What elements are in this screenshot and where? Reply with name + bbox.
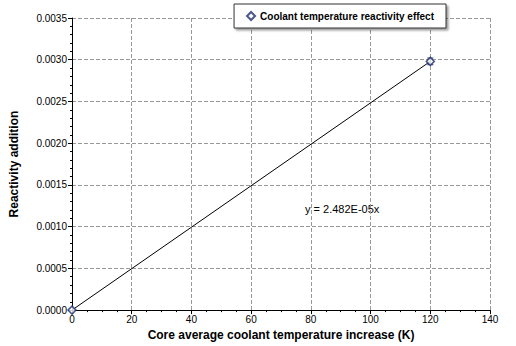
svg-text:20: 20 xyxy=(126,314,138,325)
svg-text:0: 0 xyxy=(69,314,75,325)
svg-text:0.0015: 0.0015 xyxy=(36,179,67,190)
svg-text:0.0035: 0.0035 xyxy=(36,13,67,24)
svg-text:0.0010: 0.0010 xyxy=(36,221,67,232)
svg-text:100: 100 xyxy=(362,314,379,325)
svg-text:Coolant temperature reactivity: Coolant temperature reactivity effect xyxy=(260,11,435,22)
svg-text:120: 120 xyxy=(422,314,439,325)
svg-text:0.0025: 0.0025 xyxy=(36,96,67,107)
svg-text:40: 40 xyxy=(186,314,198,325)
svg-text:Core average coolant temperatu: Core average coolant temperature increas… xyxy=(148,328,415,342)
svg-text:0.0030: 0.0030 xyxy=(36,54,67,65)
svg-text:Reactivity addition: Reactivity addition xyxy=(7,111,21,218)
svg-text:y = 2.482E-05x: y = 2.482E-05x xyxy=(305,203,380,215)
svg-text:0.0020: 0.0020 xyxy=(36,138,67,149)
svg-text:140: 140 xyxy=(482,314,499,325)
svg-text:0.0000: 0.0000 xyxy=(36,305,67,316)
svg-text:80: 80 xyxy=(305,314,317,325)
svg-text:60: 60 xyxy=(246,314,258,325)
svg-text:0.0005: 0.0005 xyxy=(36,263,67,274)
